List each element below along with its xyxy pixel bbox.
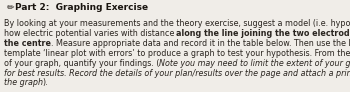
Text: By looking at your measurements and the theory exercise, suggest a model (i.e. h: By looking at your measurements and the … [4,19,350,28]
Text: how electric potential varies with distance: how electric potential varies with dista… [4,29,176,38]
Text: Part 2:  Graphing Exercise: Part 2: Graphing Exercise [15,3,148,12]
Text: the centre: the centre [4,39,50,48]
Text: ).: ). [43,78,48,87]
Text: . Measure appropriate data and record it in the table below. Then use the Excel: . Measure appropriate data and record it… [50,39,350,48]
Text: along the line joining the two electrodes near to: along the line joining the two electrode… [176,29,350,38]
Text: of your graph, quantify your findings. (: of your graph, quantify your findings. ( [4,59,159,68]
Text: the graph: the graph [4,78,43,87]
Text: template ‘linear plot with errors’ to produce a graph to test your hypothesis. F: template ‘linear plot with errors’ to pr… [4,49,350,58]
Text: for best results. Record the details of your plan/results over the page and atta: for best results. Record the details of … [4,69,350,78]
Text: ✏: ✏ [6,3,14,12]
Text: Note you may need to limit the extent of your graph: Note you may need to limit the extent of… [159,59,350,68]
